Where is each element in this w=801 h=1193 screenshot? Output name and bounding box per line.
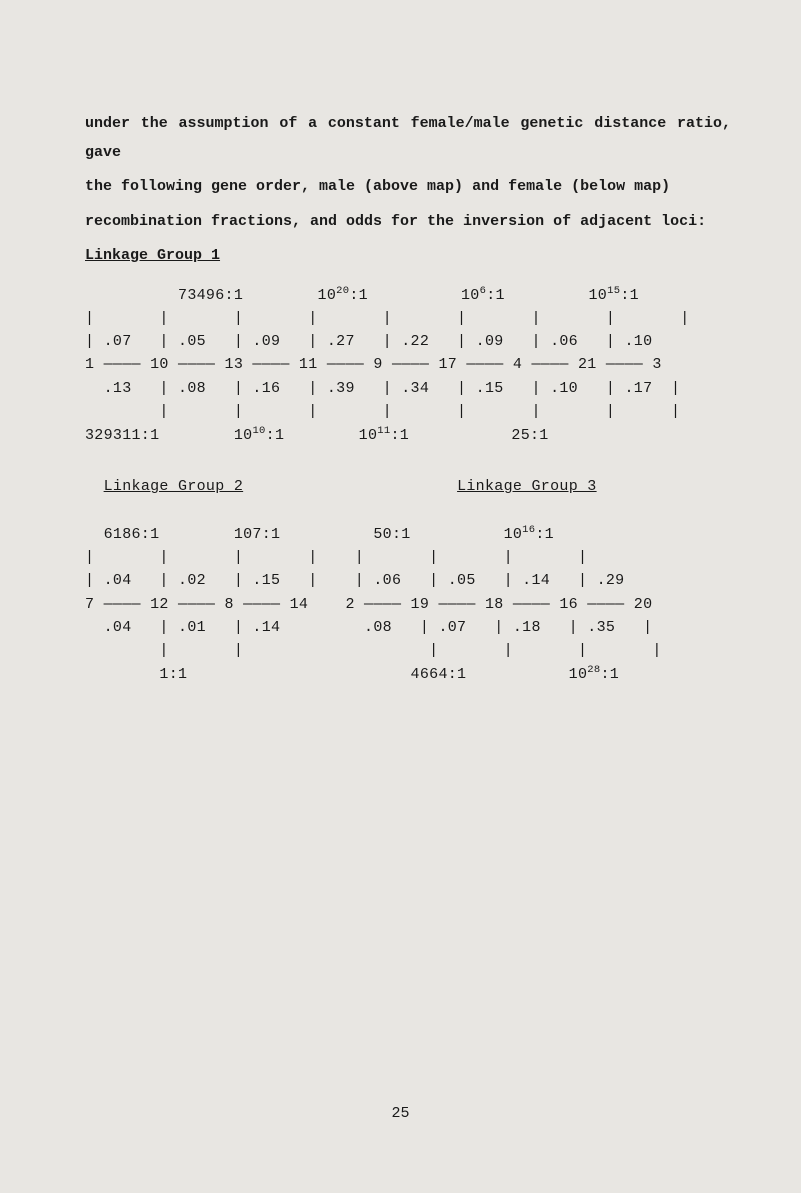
intro-line-1: under the assumption of a constant femal… [85, 110, 731, 167]
linkage-group-2-3-block: Linkage Group 2 Linkage Group 3 6186:1 1… [85, 475, 731, 686]
intro-line-2: the following gene order, male (above ma… [85, 173, 731, 202]
intro-line-3: recombination fractions, and odds for th… [85, 208, 731, 237]
page-number: 25 [0, 1100, 801, 1129]
heading-linkage-group-1: Linkage Group 1 [85, 242, 731, 271]
linkage-group-1-diagram: 73496:1 1020:1 106:1 1015:1 | | | | | | … [85, 283, 731, 448]
